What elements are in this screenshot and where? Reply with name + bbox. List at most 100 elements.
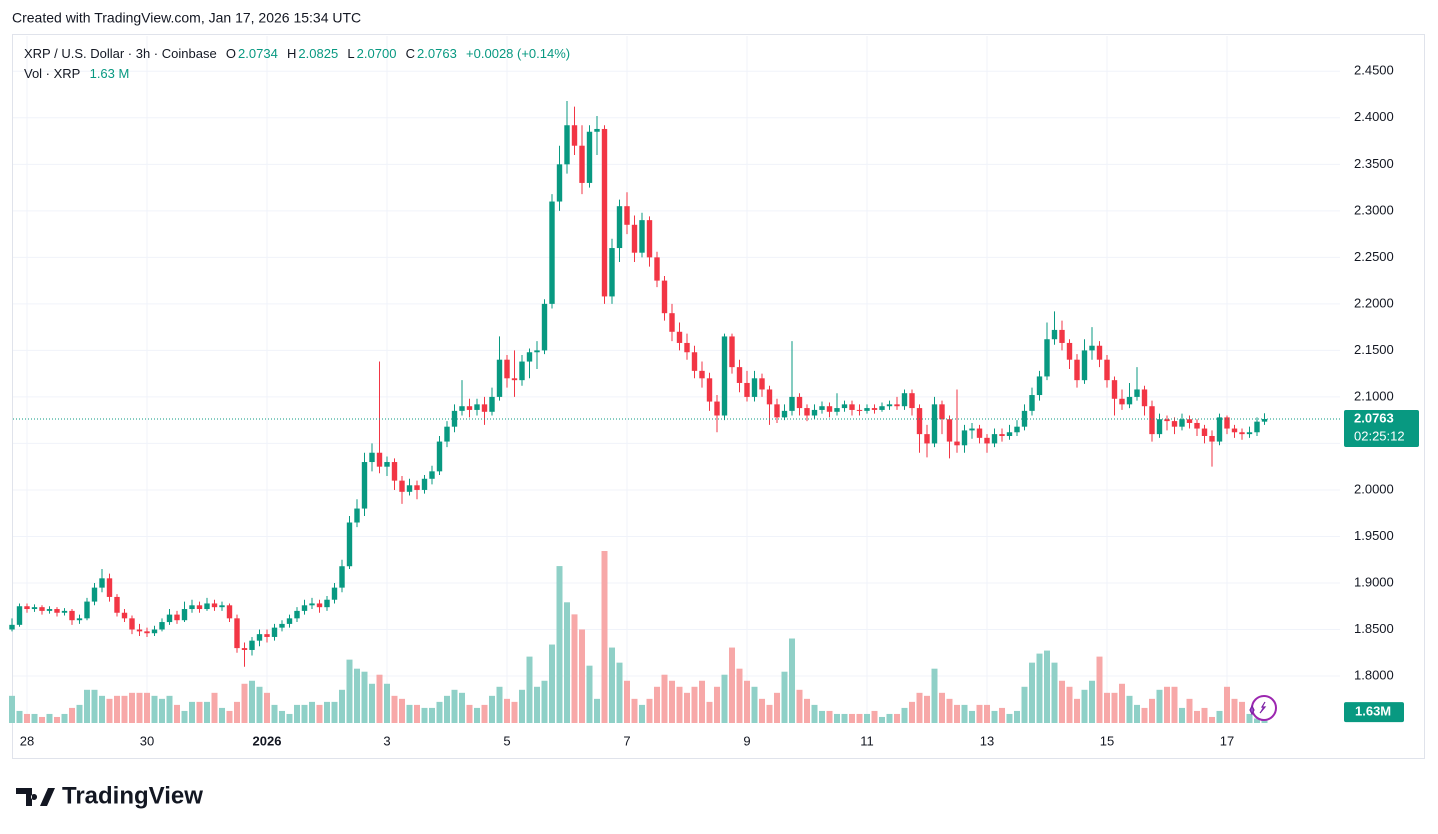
volume-bar [639,704,645,723]
volume-bar [796,689,803,723]
y-tick-label: 1.9500 [1354,528,1394,543]
volume-bar [511,701,518,723]
volume-bar [721,674,728,723]
candle-body [1254,421,1260,433]
volume-bar [84,689,90,723]
volume-bar [766,704,773,723]
candle-body [624,206,630,225]
volume-bar [564,602,570,723]
candle-body [241,648,248,650]
candle-body [946,419,953,442]
volume-bar [1074,698,1080,723]
candle-body [1186,419,1193,423]
volume-bar [1089,680,1095,723]
volume-bar [279,710,285,723]
y-tick-label: 2.0000 [1354,481,1394,496]
volume-legend: Vol · XRP 1.63 M [24,66,131,81]
legend-key: O [225,46,237,61]
candle-body [174,614,180,621]
candle-body [714,401,720,416]
legend-value: 2.0734 [238,46,278,61]
volume-bar [751,686,758,723]
candle-body [999,434,1005,436]
candle-body [609,248,615,297]
candle-body [699,370,705,379]
volume-bar [1254,718,1260,723]
candle-body [796,396,803,409]
volume-bar [1179,707,1185,723]
candle-body [1209,435,1215,442]
candle-body [9,624,15,630]
volume-bar [369,683,375,723]
candle-body [646,220,653,258]
volume-bar [99,695,105,723]
candle-body [369,452,375,463]
candle-body [1066,342,1073,360]
x-tick-label: 9 [743,733,750,748]
volume-bar [181,710,188,723]
candle-body [961,430,968,446]
candle-body [399,480,405,492]
candle-body [309,603,315,606]
volume-bar [271,704,278,723]
x-tick-label: 13 [980,733,994,748]
candle-body [819,406,825,410]
volume-bar [76,704,83,723]
candle-body [444,426,450,442]
candle-body [811,409,818,416]
volume-bar [684,692,690,723]
volume-bar [924,695,930,723]
volume-bar [226,710,233,723]
candle-body [931,404,938,444]
candle-body [706,378,713,402]
volume-bar [789,638,795,723]
volume-bar [1164,686,1170,723]
volume-bar [466,704,473,723]
volume-bar [984,704,990,723]
candle-body [99,578,105,588]
volume-bar [931,668,938,723]
candle-body [159,622,165,630]
volume-bar [204,701,210,723]
candle-body [376,452,383,467]
candle-body [519,361,525,381]
candle-body [1104,359,1110,381]
volume-bar [946,698,953,723]
volume-bar [759,698,765,723]
volume-bar [1141,707,1148,723]
candle-body [24,606,30,610]
x-tick-label: 2026 [253,733,282,748]
candle-body [339,566,345,588]
volume-bar [654,686,660,723]
volume-bar [609,647,615,723]
volume-bar [999,707,1005,723]
volume-bar [1111,692,1118,723]
candle-body [1216,417,1223,442]
legend-change: +0.0028 (+0.14%) [466,46,571,61]
candle-body [189,605,195,610]
candle-body [976,428,983,438]
volume-bar [1171,686,1178,723]
volume-bar [579,629,585,723]
volume-bar [879,716,885,723]
candle-body [886,404,893,407]
candle-body [661,280,668,314]
y-tick-label: 2.2500 [1354,249,1394,264]
candle-body [474,404,480,410]
y-tick-label: 2.1000 [1354,388,1394,403]
volume-bar [961,704,968,723]
volume-bar [414,704,420,723]
volume-tag [1344,702,1404,723]
candle-body [864,408,870,411]
candle-body [939,404,945,420]
volume-bar [736,668,743,723]
volume-bar [526,656,533,723]
candle-body [1246,432,1253,435]
candle-body [271,627,278,637]
volume-bar [159,698,165,723]
candle-body [91,587,98,602]
legend-key: C [405,46,416,61]
candle-body [84,601,90,619]
brand-logo [16,788,55,806]
volume-bar [916,692,923,723]
